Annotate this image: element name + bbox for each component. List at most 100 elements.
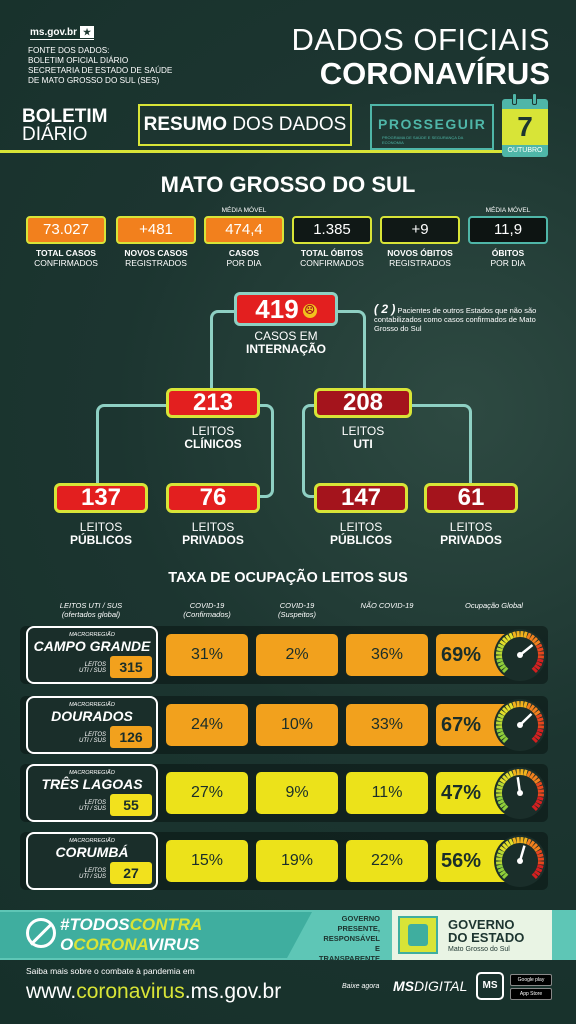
coronavirus-link[interactable]: www.coronavirus.ms.gov.br — [26, 980, 282, 1003]
virus-prohibited-icon — [26, 918, 56, 948]
gauge-segment — [537, 789, 545, 793]
prosseguir-logo: PROSSEGUIR PROGRAMA DE SAÚDE E SEGURANÇA… — [370, 104, 494, 150]
gauge-segment — [505, 772, 511, 780]
gauge-segment — [499, 710, 507, 716]
uti-publicos-value: 147 — [314, 483, 408, 513]
tree-connector — [258, 404, 274, 498]
gauge-segment — [508, 702, 514, 710]
stat-label: TOTAL CASOS CONFIRMADOS — [34, 248, 98, 268]
gauge-segment — [523, 701, 528, 709]
gauge-segment — [531, 872, 539, 880]
gauge-segment — [533, 710, 541, 716]
leitos-label: LEITOS UTI / SUS — [78, 662, 106, 674]
clinicos-publicos-value: 137 — [54, 483, 148, 513]
occupancy-gauge-icon — [494, 767, 546, 819]
gauge-segment — [536, 658, 544, 663]
stat-value: 1.385 — [292, 216, 372, 244]
source-line: BOLETIM OFICIAL DIÁRIO — [28, 56, 129, 65]
stat-value: 11,9 — [468, 216, 548, 244]
gauge-segment — [536, 717, 544, 722]
gauge-segment — [520, 768, 524, 776]
clinicos-privados-label: LEITOS PRIVADOS — [182, 520, 244, 547]
gauge-segment — [523, 769, 528, 777]
gauge-hub — [517, 790, 523, 796]
gauge-segment — [501, 842, 509, 850]
calendar-month: OUTUBRO — [502, 145, 548, 157]
pct-susp: 2% — [256, 634, 338, 676]
msdigital-logo[interactable]: MSDIGITAL — [393, 978, 468, 994]
header-divider — [0, 150, 520, 153]
region-name: CAMPO GRANDE — [33, 638, 151, 654]
media-movel-label: MÉDIA MÓVEL — [485, 207, 531, 214]
gauge-segment — [516, 768, 520, 776]
clinicos-publicos-label: LEITOS PÚBLICOS — [69, 520, 132, 547]
gauge-segment — [520, 836, 524, 844]
site-logo[interactable]: ms.gov.br ★ — [30, 26, 95, 40]
msdigital-app-icon[interactable]: MS — [476, 972, 504, 1000]
gauge-segment — [537, 651, 545, 655]
stat-value: 73.027 — [26, 216, 106, 244]
gauge-segment — [496, 853, 504, 858]
macro-label: MACRORREGIÃO — [69, 838, 115, 844]
gauge-segment — [533, 846, 541, 852]
gauge-segment — [537, 655, 545, 659]
taxa-title: TAXA DE OCUPAÇÃO LEITOS SUS — [168, 570, 408, 586]
uti-value: 208 — [314, 388, 412, 418]
gauge-segment — [497, 731, 505, 737]
region-name: TRÊS LAGOAS — [41, 776, 143, 792]
gauge-segment — [495, 721, 503, 725]
gauge-segment — [508, 632, 514, 640]
gauge-segment — [533, 802, 541, 808]
gauge-segment — [531, 736, 539, 744]
gauge-segment — [495, 857, 503, 861]
clinicos-privados-value: 76 — [166, 483, 260, 513]
pct-conf: 31% — [166, 634, 248, 676]
source-line: DE MATO GROSSO DO SUL (SES) — [28, 76, 160, 85]
page-title-line1: DADOS OFICIAIS — [291, 22, 550, 57]
gauge-segment — [512, 769, 517, 777]
gauge-segment — [499, 734, 507, 740]
macro-label: MACRORREGIÃO — [69, 632, 115, 638]
gauge-segment — [497, 799, 505, 805]
campaign-text: #TODOSCONTRA OCORONAVIRUS — [60, 915, 203, 954]
app-store-badge[interactable]: App Store — [510, 988, 552, 1000]
gauge-segment — [537, 793, 545, 797]
gauge-segment — [526, 632, 532, 640]
google-play-badge[interactable]: Google play — [510, 974, 552, 986]
gauge-segment — [497, 849, 505, 855]
boletim-label: BOLETIM DIÁRIO — [22, 106, 108, 145]
gauge-segment — [501, 736, 509, 744]
gauge-segment — [523, 631, 528, 639]
gauge-segment — [536, 785, 544, 790]
internacao-value: 419 ☹ — [234, 292, 338, 326]
media-movel-label: MÉDIA MÓVEL — [221, 207, 267, 214]
col-header-global: Ocupação Global — [465, 601, 523, 610]
gauge-segment — [536, 728, 544, 733]
sad-face-icon: ☹ — [302, 304, 317, 319]
gauge-segment — [496, 728, 504, 733]
gauge-segment — [520, 630, 524, 638]
macro-label: MACRORREGIÃO — [69, 770, 115, 776]
stat-label: TOTAL ÓBITOS CONFIRMADOS — [300, 248, 364, 268]
gauge-segment — [535, 731, 543, 737]
gauge-segment — [537, 721, 545, 725]
gauge-segment — [499, 664, 507, 670]
stat-label: NOVOS CASOS REGISTRADOS — [124, 248, 188, 268]
gauge-segment — [505, 840, 511, 848]
gov-slogan: GOVERNO PRESENTE, RESPONSÁVEL E TRANSPAR… — [318, 914, 380, 963]
gauge-segment — [512, 631, 517, 639]
gauge-segment — [536, 853, 544, 858]
gauge-segment — [512, 701, 517, 709]
gauge-segment — [535, 867, 543, 873]
tree-connector — [210, 310, 238, 400]
tree-connector — [302, 404, 318, 498]
occupancy-gauge-icon — [494, 699, 546, 751]
uti-privados-value: 61 — [424, 483, 518, 513]
state-title: MATO GROSSO DO SUL — [160, 172, 416, 197]
pct-nao: 11% — [346, 772, 428, 814]
stat-label: ÓBITOS POR DIA — [490, 248, 526, 268]
gauge-segment — [523, 837, 528, 845]
gauge-segment — [531, 706, 539, 714]
source-line: SECRETARIA DE ESTADO DE SAÚDE — [28, 66, 173, 75]
region-card: MACRORREGIÃO CAMPO GRANDE LEITOS UTI / SUS 3… — [26, 626, 158, 684]
